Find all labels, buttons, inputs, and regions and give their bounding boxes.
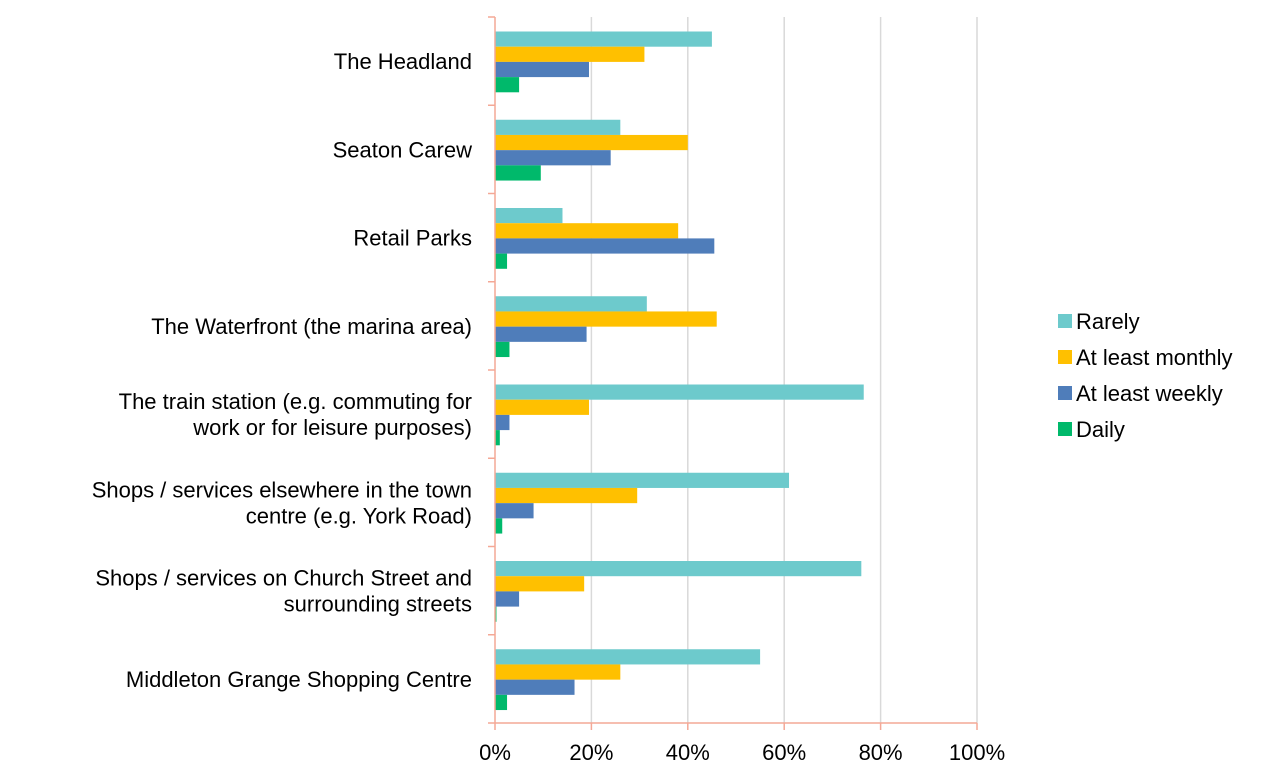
bar-at-least-monthly [495,134,688,151]
legend-swatch [1058,314,1072,328]
bar-rarely [495,296,647,312]
category-label: The Headland [334,49,472,74]
x-tick-label: 80% [859,740,903,765]
bar-at-least-weekly [495,679,575,695]
gridlines [590,17,978,723]
category-label-line: Shops / services elsewhere in the town [92,477,472,502]
bar-rarely [495,208,563,224]
bar-at-least-weekly [495,503,534,519]
bar-at-least-weekly [495,150,611,166]
bar-at-least-weekly [495,326,587,342]
bar-at-least-monthly [495,576,585,592]
bar-at-least-monthly [495,311,717,327]
category-label: Retail Parks [353,226,472,251]
bar-daily [495,253,508,269]
legend-label: At least weekly [1076,381,1223,406]
category-label-line: The train station (e.g. commuting for [119,389,472,414]
bar-rarely [495,472,790,488]
bar-rarely [495,384,864,400]
x-tick-label: 20% [569,740,613,765]
legend-swatch [1058,422,1072,436]
legend-label: Daily [1076,417,1125,442]
x-tick-label: 40% [666,740,710,765]
bar-daily [495,77,520,93]
legend: Rarely At least monthly At least weekly Dai… [1058,309,1233,442]
bar-at-least-weekly [495,591,520,607]
bar-at-least-weekly [495,238,715,254]
bar-daily [495,694,508,711]
category-label-line: The Waterfront (the marina area) [151,314,472,339]
legend-swatch [1058,350,1072,364]
x-tick-label: 60% [762,740,806,765]
category-labels: The Headland Seaton Carew Retail Parks The … [92,49,472,692]
category-label-line: The Headland [334,49,472,74]
bar-at-least-weekly [495,61,589,78]
legend-label: Rarely [1076,309,1140,334]
bar-rarely [495,649,761,665]
bar-at-least-monthly [495,399,589,415]
category-label: The Waterfront (the marina area) [151,314,472,339]
category-label: Middleton Grange Shopping Centre [126,667,472,692]
bar-at-least-monthly [495,487,638,504]
axes [488,16,978,730]
category-label: Seaton Carew [333,137,473,162]
x-tick-label: 0% [479,740,511,765]
category-label-line: surrounding streets [284,592,472,617]
category-label-line: centre (e.g. York Road) [246,503,472,528]
bar-at-least-monthly [495,46,645,62]
category-label: Shops / services on Church Street and sur… [95,566,472,617]
bars [495,31,864,711]
category-label: Shops / services elsewhere in the town ce… [92,477,472,528]
bar-at-least-weekly [495,414,510,431]
x-tick-label: 100% [949,740,1005,765]
category-label: The train station (e.g. commuting for wor… [119,389,472,440]
category-label-line: Retail Parks [353,226,472,251]
bar-daily [495,341,510,358]
bar-daily [495,430,500,446]
x-tick-labels: 0% 20% 40% 60% 80% 100% [479,740,1005,765]
category-label-line: Shops / services on Church Street and [95,566,472,591]
bar-at-least-monthly [495,223,679,239]
bar-rarely [495,119,621,135]
category-label-line: Middleton Grange Shopping Centre [126,667,472,692]
category-label-line: Seaton Carew [333,137,473,162]
bar-rarely [495,561,862,577]
bar-rarely [495,31,712,47]
bar-daily [495,165,541,181]
bar-at-least-monthly [495,664,621,680]
legend-swatch [1058,386,1072,400]
bar-daily [495,518,503,534]
category-label-line: work or for leisure purposes) [192,415,472,440]
legend-label: At least monthly [1076,345,1233,370]
